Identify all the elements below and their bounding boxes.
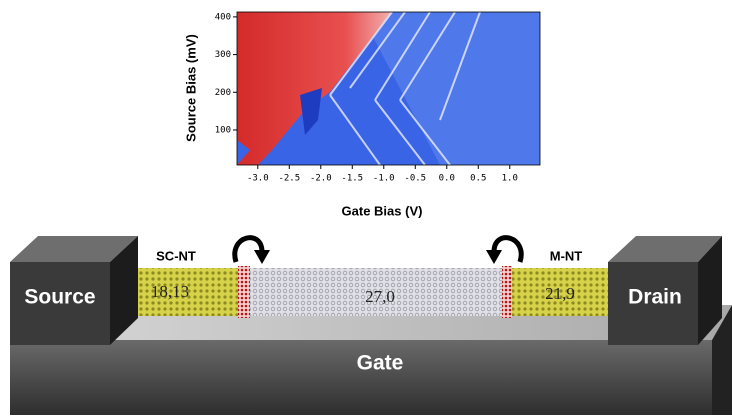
heatmap [237,12,540,165]
source-top [10,236,138,262]
gate-label: Gate [357,352,404,375]
chirality: 27,0 [365,287,395,306]
gate-front [10,340,712,415]
plot-frame [236,11,541,166]
sc-nt-label: SC-NT [156,248,196,263]
x-tick-label: -3.0 [247,174,269,184]
drain-label: Drain [628,286,682,309]
x-tick-label: 0.0 [439,174,455,184]
source-side [110,236,138,345]
drain-front [608,262,698,345]
arrow [232,235,265,263]
x-axis-label: Gate Bias (V) [342,203,423,218]
sc-tube [125,268,245,316]
arrow-head [486,250,502,264]
x-tick-label: -1.0 [373,174,395,184]
y-axis-label: Source Bias (mV) [183,34,198,142]
chirality: 21,9 [545,284,575,303]
arrow [491,235,524,263]
m-tube [508,268,610,316]
source-front [10,262,110,345]
y-tick-label: 200 [215,88,231,98]
x-tick-label: -2.5 [278,174,300,184]
y-tick-label: 400 [215,12,231,22]
middle-tube [250,268,505,316]
source-label: Source [24,286,95,309]
x-tick-label: -0.5 [404,174,426,184]
junction [238,266,250,318]
chirality: 18,13 [151,282,189,301]
x-tick-label: -1.5 [341,174,363,184]
y-tick-label: 300 [215,50,231,60]
y-tick-label: 100 [215,125,231,135]
axes: -3.0 -2.5 -2.0 -1.5 -1.0 -0.5 0.0 0.5 1.0 100 200 3… [215,12,518,183]
drain-side [698,236,722,345]
drain-top [608,236,722,262]
gate-side [712,305,732,415]
junction [502,266,512,318]
m-nt-label: M-NT [550,248,583,263]
x-tick-label: -2.0 [310,174,332,184]
arrow-head [254,250,270,264]
x-tick-label: 0.5 [470,174,486,184]
x-tick-label: 1.0 [502,174,518,184]
